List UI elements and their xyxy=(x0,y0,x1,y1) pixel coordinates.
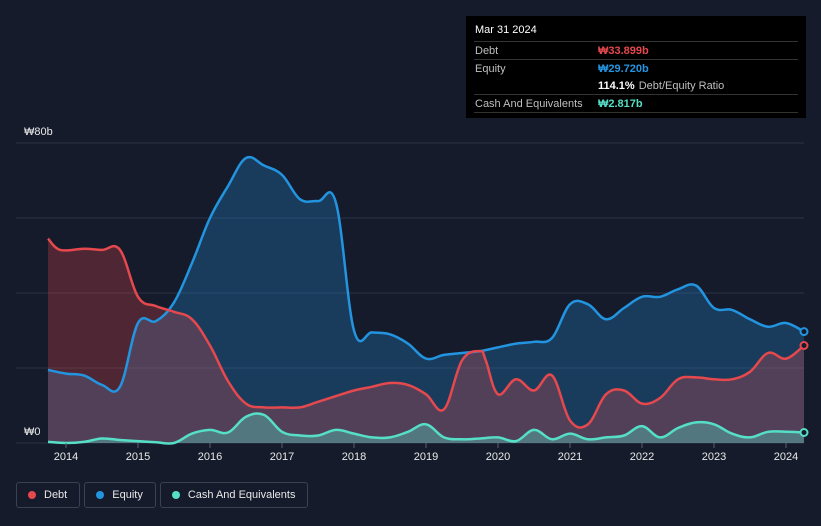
x-tick-label-2015: 2015 xyxy=(126,451,150,463)
x-tick-label-2019: 2019 xyxy=(414,451,438,463)
x-tick-label-2014: 2014 xyxy=(54,451,78,463)
cash-end-marker xyxy=(799,428,809,437)
tooltip-equity-label: Equity xyxy=(475,62,506,75)
equity-area xyxy=(48,157,804,443)
debt-end-marker xyxy=(799,341,809,350)
tooltip-date: Mar 31 2024 xyxy=(475,24,537,36)
tooltip-debt-value: ₩33.899b xyxy=(598,44,649,57)
gridlines xyxy=(16,142,804,444)
tooltip-row-equity: Equity ₩29.720b xyxy=(474,59,798,77)
data-tooltip: Mar 31 2024 Debt ₩33.899b Equity ₩29.720… xyxy=(466,16,806,118)
legend-equity-label: Equity xyxy=(112,489,143,501)
x-tick-label-2016: 2016 xyxy=(198,451,222,463)
equity-end-marker xyxy=(799,327,809,337)
equity-dot-icon xyxy=(96,491,105,499)
tooltip-cash-value: ₩2.817b xyxy=(598,97,643,110)
cash-area xyxy=(48,413,804,444)
debt-dot-icon xyxy=(28,491,36,499)
y-axis-label-top: ₩80b xyxy=(24,126,53,138)
legend-item-debt[interactable]: Debt xyxy=(16,482,81,508)
series-end-markers xyxy=(799,327,809,437)
cash-line xyxy=(47,412,805,445)
tooltip-cash-label: Cash And Equivalents xyxy=(475,97,583,110)
chart-legend: Debt Equity Cash And Equivalents xyxy=(16,482,309,508)
x-tick-label-2023: 2023 xyxy=(702,451,726,463)
tooltip-row-cash: Cash And Equivalents ₩2.817b xyxy=(474,94,798,113)
series-lines xyxy=(47,155,805,445)
x-tick-label-2017: 2017 xyxy=(270,451,294,463)
tooltip-row-debt: Debt ₩33.899b xyxy=(474,41,798,59)
cash-dot-icon xyxy=(171,491,180,499)
y-axis-label-bottom: ₩0 xyxy=(24,426,41,438)
legend-debt-label: Debt xyxy=(44,489,68,501)
tooltip-row-ratio: 114.1% Debt/Equity Ratio xyxy=(474,77,798,94)
legend-item-cash[interactable]: Cash And Equivalents xyxy=(159,482,309,508)
equity-line xyxy=(47,155,805,393)
x-tick-label-2018: 2018 xyxy=(342,451,366,463)
tooltip-ratio-value: 114.1% xyxy=(598,79,635,92)
series-areas xyxy=(48,157,804,444)
tooltip-equity-value: ₩29.720b xyxy=(598,62,649,75)
x-axis-ticks: 2014 2015 2016 2017 2018 2019 2020 2021 2022 2023… xyxy=(54,443,798,463)
tooltip-debt-label: Debt xyxy=(475,44,499,57)
debt-area xyxy=(48,238,804,443)
x-tick-label-2024: 2024 xyxy=(774,451,798,463)
x-tick-label-2022: 2022 xyxy=(630,451,654,463)
legend-item-equity[interactable]: Equity xyxy=(84,482,156,508)
x-tick-label-2020: 2020 xyxy=(486,451,510,463)
debt-line xyxy=(47,237,805,429)
x-tick-label-2021: 2021 xyxy=(558,451,582,463)
legend-cash-label: Cash And Equivalents xyxy=(187,489,296,501)
tooltip-ratio-label: Debt/Equity Ratio xyxy=(638,79,725,92)
